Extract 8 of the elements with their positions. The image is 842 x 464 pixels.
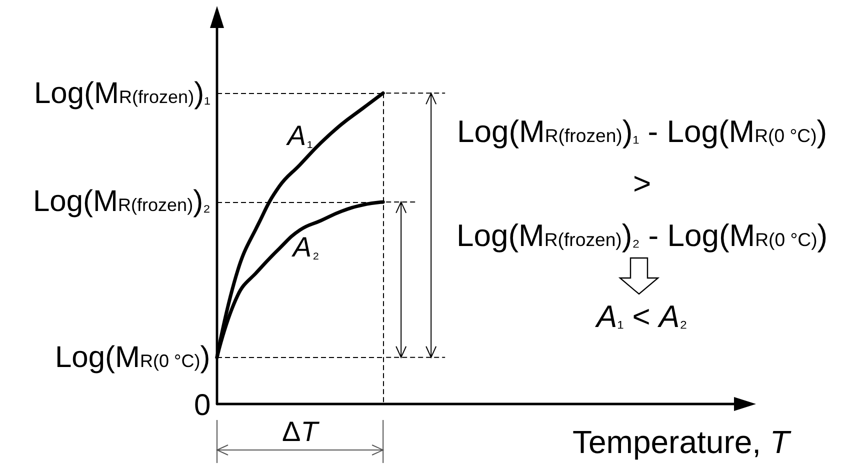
series-label: A₂ [290, 231, 320, 262]
text: ΔT [282, 416, 318, 448]
text: < A₂ [632, 299, 688, 334]
legend-label: A₁ [596, 299, 624, 334]
text: 0 [194, 388, 211, 422]
x-axis-title: Temperature, T [572, 424, 790, 460]
annotation: > [633, 166, 652, 202]
text: A₁ [287, 120, 313, 152]
